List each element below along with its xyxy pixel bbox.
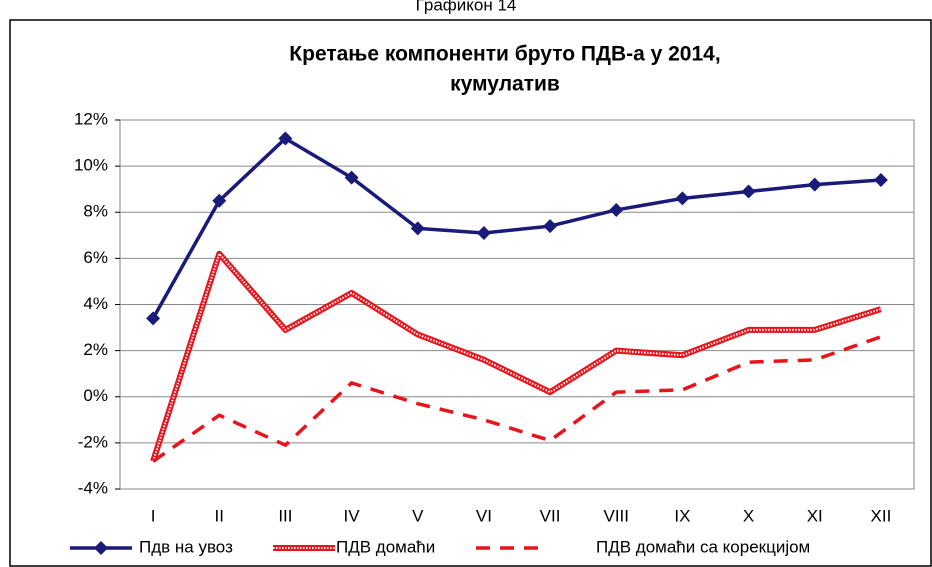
x-tick-label: IX [674, 506, 690, 525]
y-tick-label: 8% [83, 202, 108, 221]
x-tick-label: III [278, 506, 292, 525]
y-tick-label: 2% [83, 340, 108, 359]
marker [873, 172, 888, 187]
marker [675, 191, 690, 206]
y-tick-label: 0% [83, 386, 108, 405]
x-tick-label: XI [807, 506, 823, 525]
y-tick-label: 12% [74, 109, 108, 128]
series-line [151, 136, 882, 320]
x-tick-label: VI [476, 506, 492, 525]
x-tick-label: VII [540, 506, 561, 525]
marker [344, 170, 359, 185]
marker [146, 311, 161, 326]
y-tick-label: -2% [78, 432, 108, 451]
marker [543, 219, 558, 234]
marker [741, 184, 756, 199]
y-tick-label: 10% [74, 156, 108, 175]
legend-label: ПДВ домаћи са корекцијом [596, 537, 810, 556]
x-tick-label: I [151, 506, 156, 525]
marker [807, 177, 822, 192]
y-tick-label: 4% [83, 294, 108, 313]
series-line-hatch [152, 251, 882, 462]
marker [212, 193, 227, 208]
x-tick-label: X [743, 506, 754, 525]
series-line [152, 335, 882, 463]
marker [476, 226, 491, 241]
x-tick-label: XII [871, 506, 892, 525]
x-tick-label: II [215, 506, 224, 525]
x-tick-label: IV [344, 506, 361, 525]
chart-subtitle: кумулатив [450, 73, 560, 96]
chart-title: Кретање компоненти бруто ПДВ-а у 2014, [289, 43, 720, 66]
x-tick-label: VIII [603, 506, 629, 525]
caption: Графикон 14 [416, 0, 517, 14]
legend-label: ПДВ домаћи [336, 537, 435, 556]
marker [278, 131, 293, 146]
x-tick-label: V [412, 506, 424, 525]
marker [609, 202, 624, 217]
y-tick-label: -4% [78, 478, 108, 497]
legend-label: Пдв на увоз [139, 537, 233, 556]
marker [410, 221, 425, 236]
y-tick-label: 6% [83, 248, 108, 267]
legend-marker [94, 541, 108, 555]
